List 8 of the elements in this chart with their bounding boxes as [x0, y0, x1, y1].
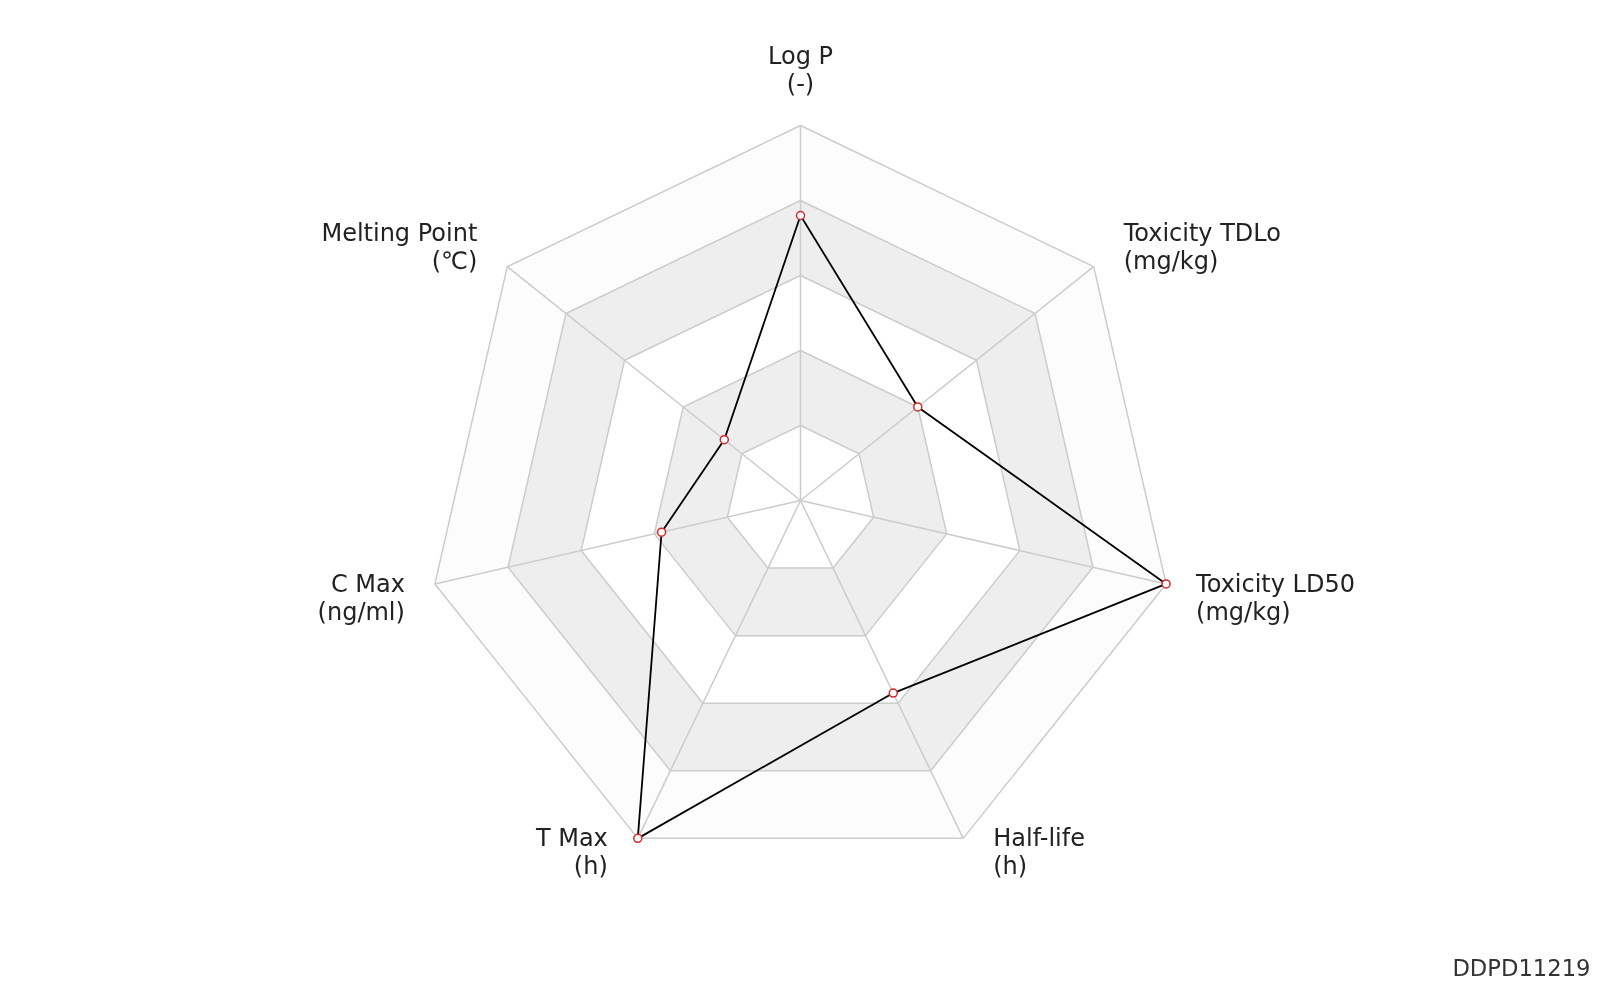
- spoke-label: T Max (h): [534, 824, 608, 881]
- spoke-label: Log P (-): [768, 41, 833, 98]
- spoke-label: Toxicity LD50 (mg/kg): [1195, 569, 1355, 626]
- text: DDPD11219: [1452, 954, 1591, 981]
- spoke-label: Half-life (h): [993, 824, 1085, 881]
- spoke-label: Toxicity TDLo (mg/kg): [1122, 218, 1281, 275]
- spoke-label: Melting Point (℃): [321, 218, 478, 275]
- spoke-label: C Max (ng/ml): [317, 569, 405, 626]
